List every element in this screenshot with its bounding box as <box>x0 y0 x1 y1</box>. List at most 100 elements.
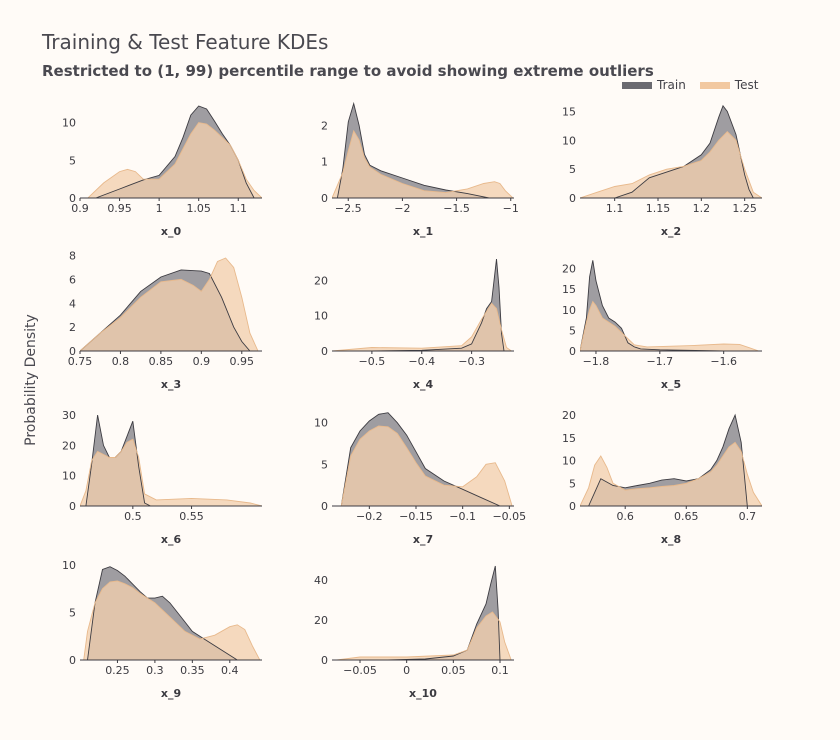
x-tick-label: −1.5 <box>443 202 470 215</box>
y-tick-label: 10 <box>62 470 76 483</box>
kde-area-test-x_10 <box>336 612 512 660</box>
x-tick-label: 0.55 <box>179 510 204 523</box>
x-tick-label: −0.1 <box>449 510 476 523</box>
x-tick-label: −2.5 <box>335 202 362 215</box>
y-tick-label: 0 <box>69 500 76 513</box>
kde-line-test-x_7 <box>340 425 513 506</box>
y-tick-label: 5 <box>569 163 576 176</box>
subplot-x_9: 0.25 0.3 0.35 0.4 0 5 10 x_9 <box>62 559 262 700</box>
y-tick-label: 40 <box>314 574 328 587</box>
kde-line-test-x_10 <box>336 611 512 660</box>
subplot-x_0: 0.9 0.95 1 1.05 1.1 0 5 10 x_0 <box>62 105 262 238</box>
kde-area-test-x_8 <box>580 442 762 506</box>
subplot-x_1: −2.5 −2 −1.5 −1 0 1 2 x_1 <box>321 101 519 238</box>
y-tick-label: 0 <box>569 345 576 358</box>
x-tick-label: 1.05 <box>186 202 211 215</box>
kde-line-train-x_5 <box>580 260 724 351</box>
kde-area-test-x_0 <box>87 122 262 198</box>
kde-line-train-x_9 <box>87 566 238 660</box>
x-axis-label: x_5 <box>661 378 681 391</box>
x-axis-label: x_9 <box>161 687 181 700</box>
y-tick-label: 0 <box>69 192 76 205</box>
x-tick-label: 0.95 <box>230 355 255 368</box>
y-tick-label: 10 <box>562 304 576 317</box>
x-axis-label: x_0 <box>161 225 182 238</box>
y-tick-label: 20 <box>314 274 328 287</box>
y-tick-label: 8 <box>69 250 76 263</box>
x-tick-label: 0.95 <box>107 202 132 215</box>
y-tick-label: 1 <box>321 156 328 169</box>
subplot-x_7: −0.2 −0.15 −0.1 −0.05 0 5 10 x_7 <box>314 412 526 546</box>
x-tick-label: −0.05 <box>492 510 526 523</box>
x-axis-label: x_7 <box>413 533 433 546</box>
subplot-x_5: −1.8 −1.7 −1.6 0 5 10 15 20 x_5 <box>562 260 762 391</box>
y-tick-label: 0 <box>569 192 576 205</box>
kde-area-test-x_2 <box>580 131 762 198</box>
x-tick-label: 1 <box>156 202 163 215</box>
legend-item-train: Train <box>622 78 686 92</box>
kde-line-test-x_8 <box>580 441 762 506</box>
y-tick-label: 15 <box>562 283 576 296</box>
x-tick-label: 1.1 <box>606 202 624 215</box>
y-tick-label: 20 <box>562 409 576 422</box>
kde-area-test-x_4 <box>332 303 512 351</box>
y-tick-label: 10 <box>62 117 76 130</box>
y-tick-label: 5 <box>69 154 76 167</box>
x-axis-label: x_2 <box>661 225 681 238</box>
x-tick-label: −2 <box>394 202 410 215</box>
legend-label-train: Train <box>657 78 686 92</box>
legend-swatch-test <box>699 81 730 89</box>
y-tick-label: 10 <box>562 134 576 147</box>
x-tick-label: 1.15 <box>646 202 671 215</box>
x-tick-label: 0.7 <box>739 510 757 523</box>
kde-line-test-x_3 <box>80 257 259 351</box>
x-axis-label: x_6 <box>161 533 182 546</box>
kde-line-test-x_9 <box>83 580 261 660</box>
kde-line-test-x_4 <box>332 302 512 351</box>
kde-line-train-x_7 <box>340 412 501 506</box>
kde-area-test-x_6 <box>80 439 262 506</box>
x-tick-label: 0.75 <box>68 355 93 368</box>
y-tick-label: 20 <box>314 614 328 627</box>
y-tick-label: 5 <box>569 324 576 337</box>
x-tick-label: −0.15 <box>399 510 433 523</box>
y-tick-label: 0 <box>321 345 328 358</box>
y-tick-label: 0 <box>69 345 76 358</box>
x-tick-label: 0.05 <box>441 664 466 677</box>
x-tick-label: −0.05 <box>343 664 377 677</box>
x-tick-label: 0 <box>403 664 410 677</box>
y-tick-label: 15 <box>562 106 576 119</box>
y-tick-label: 2 <box>69 321 76 334</box>
subplot-x_3: 0.75 0.8 0.85 0.9 0.95 0 2 4 6 8 x_3 <box>68 250 262 391</box>
y-tick-label: 0 <box>321 192 328 205</box>
kde-line-train-x_8 <box>588 413 748 506</box>
kde-line-train-x_2 <box>614 104 754 198</box>
y-tick-label: 10 <box>314 310 328 323</box>
legend: Train Test <box>622 78 758 92</box>
subplot-x_6: 0.5 0.55 0 10 20 30 x_6 <box>62 409 262 546</box>
kde-line-test-x_2 <box>580 131 762 198</box>
x-tick-label: −0.3 <box>458 355 485 368</box>
y-tick-label: 5 <box>569 477 576 490</box>
y-tick-label: 5 <box>69 606 76 619</box>
x-tick-label: −1.7 <box>646 355 673 368</box>
kde-line-train-x_1 <box>336 101 490 198</box>
kde-line-train-x_10 <box>387 565 501 660</box>
x-tick-label: 0.9 <box>71 202 89 215</box>
y-tick-label: 6 <box>69 273 76 286</box>
y-tick-label: 0 <box>321 500 328 513</box>
kde-line-train-x_4 <box>371 259 505 351</box>
x-tick-label: 0.9 <box>193 355 211 368</box>
x-tick-label: 1.25 <box>732 202 757 215</box>
kde-area-test-x_7 <box>341 426 513 506</box>
kde-line-test-x_5 <box>580 300 759 351</box>
y-tick-label: 2 <box>321 119 328 132</box>
subplot-x_8: 0.6 0.65 0.7 0 5 10 15 20 x_8 <box>562 409 762 546</box>
y-tick-label: 20 <box>62 439 76 452</box>
y-tick-label: 15 <box>562 432 576 445</box>
x-tick-label: 0.4 <box>221 664 239 677</box>
kde-line-test-x_1 <box>332 129 514 198</box>
y-tick-label: 30 <box>62 409 76 422</box>
x-axis-label: x_8 <box>661 533 681 546</box>
x-tick-label: 0.8 <box>112 355 130 368</box>
